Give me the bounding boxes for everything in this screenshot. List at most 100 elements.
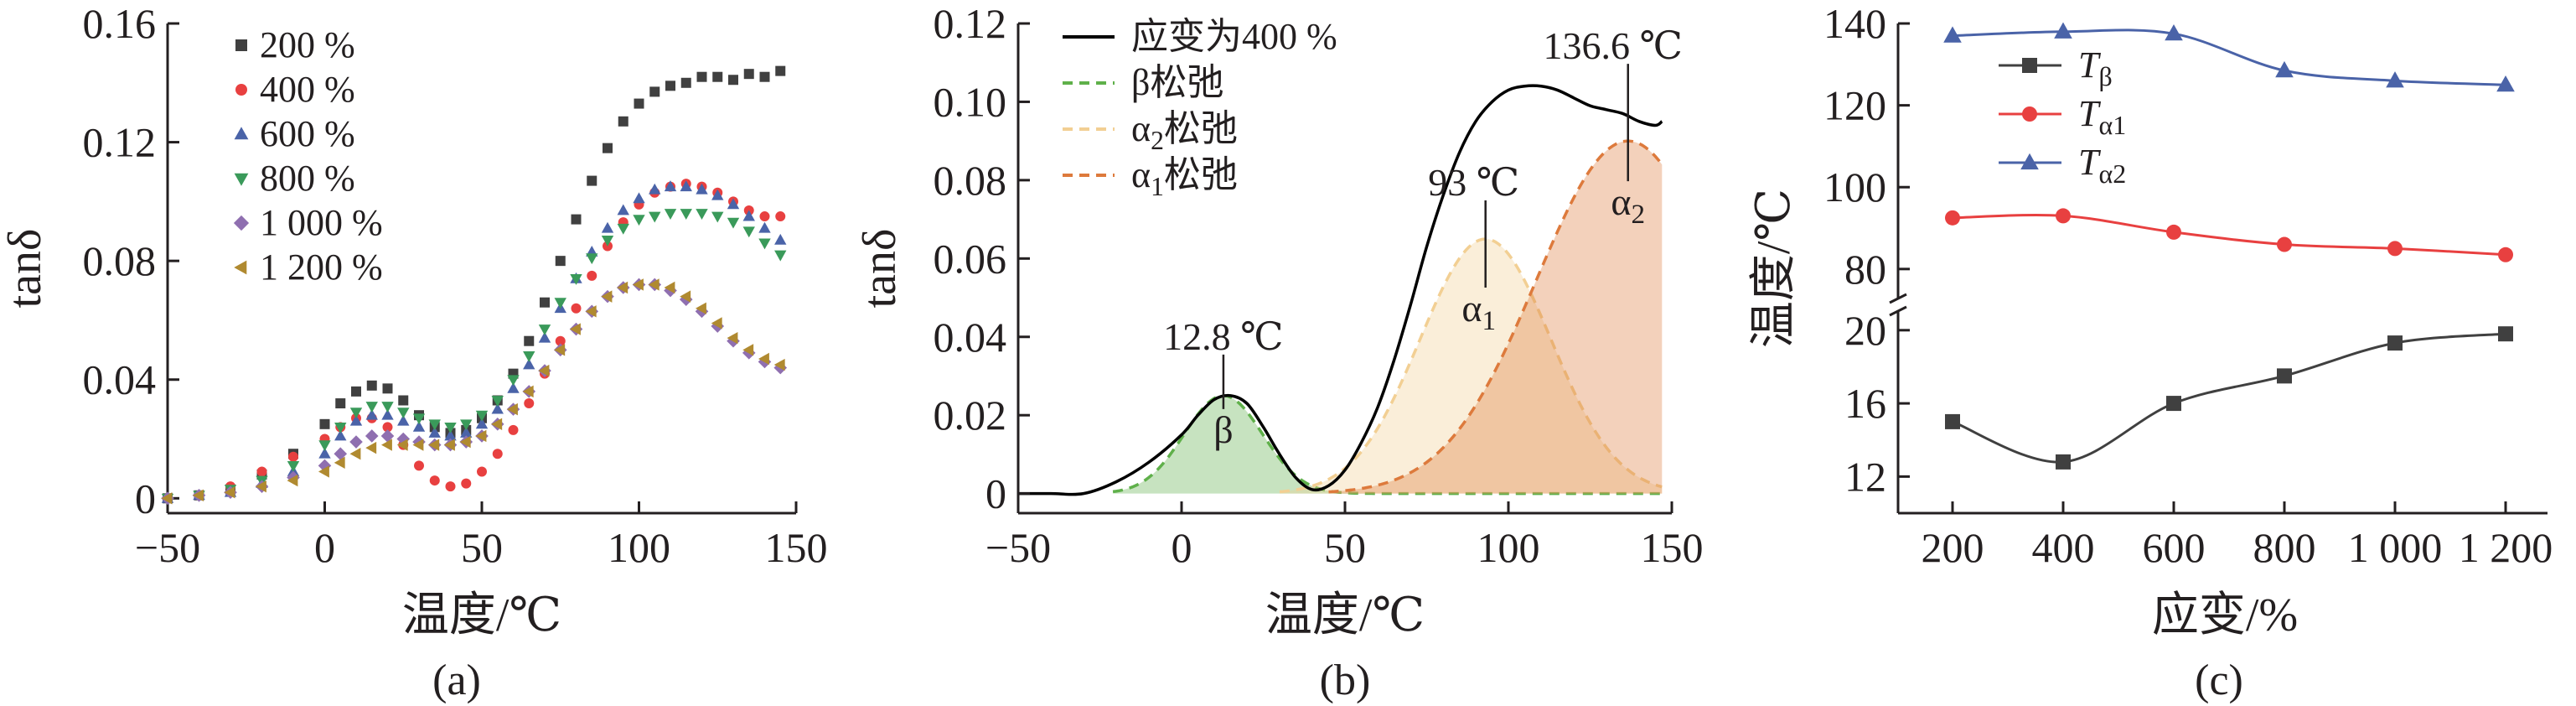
panel-a-point: [601, 221, 614, 233]
panel-b-legend-label: β松弛: [1131, 62, 1223, 103]
panel-a-point: [412, 413, 426, 425]
panel-c-point: [2496, 75, 2515, 92]
panel-a-point: [428, 419, 441, 431]
panel-a-point: [742, 226, 755, 238]
panel-b-peak-temp-label: 93 ℃: [1428, 161, 1519, 204]
panel-a-point: [349, 435, 363, 449]
panel-b-y-tick-label: 0.04: [934, 314, 1007, 361]
panel-c-point: [2386, 71, 2404, 88]
panel-c-x-label: 应变/%: [2152, 589, 2298, 641]
panel-a-legend-marker: [234, 127, 249, 140]
panel-a-point: [381, 439, 392, 451]
panel-a-point: [477, 466, 487, 477]
panel-c-point: [2498, 326, 2513, 342]
panel-a-y-tick-label: 0.12: [83, 119, 157, 166]
panel-a-point: [601, 290, 613, 303]
panel-a-point: [727, 198, 740, 210]
panel-c-y-tick-label: 20: [1844, 307, 1886, 354]
panel-c-x-tick-label: 400: [2032, 524, 2095, 571]
panel-a-point: [727, 217, 740, 229]
panel-a-point: [349, 408, 363, 419]
panel-a-point: [365, 441, 377, 454]
panel-a-point: [585, 305, 597, 318]
panel-c-point: [2056, 208, 2071, 224]
panel-a-x-label: 温度/℃: [402, 589, 561, 641]
panel-c-point: [2275, 60, 2294, 78]
panel-b-legend-label: α2松弛: [1131, 108, 1238, 155]
panel-a-y-label: tanδ: [0, 229, 51, 309]
panel-a-point: [508, 424, 519, 435]
panel-a-legend-label: 600 %: [260, 113, 355, 154]
panel-c-y-label: 温度/℃: [1748, 189, 1800, 348]
panel-a-point: [224, 486, 235, 499]
panel-c-x-tick-label: 200: [1922, 524, 1984, 571]
panel-a-legend-label: 800 %: [260, 158, 355, 199]
panel-a-point: [475, 410, 489, 422]
panel-c-legend-marker: [2022, 106, 2037, 122]
panel-c-x-tick-label: 800: [2253, 524, 2316, 571]
panel-c-point: [2056, 454, 2071, 470]
panel-b-peak-fill: [1328, 141, 1663, 494]
panel-a-point: [758, 221, 771, 233]
panel-c-point: [1943, 26, 1962, 43]
panel-a-x-tick-label: 0: [314, 524, 335, 571]
panel-a-point: [414, 460, 424, 471]
panel-a-y-tick-label: 0.08: [83, 237, 157, 284]
panel-c-x-tick-label: 600: [2143, 524, 2206, 571]
panel-c-point: [2387, 335, 2403, 351]
panel-a-point: [396, 432, 411, 446]
panel-a-point: [412, 439, 424, 451]
panel-a-point: [349, 448, 361, 460]
panel-a-point: [759, 211, 770, 222]
panel-a-x-tick-label: −50: [135, 524, 200, 571]
panel-a-point: [617, 204, 629, 215]
panel-a-point: [774, 250, 787, 262]
panel-c-x-tick-label: 1 200: [2459, 524, 2553, 571]
panel-a-point: [475, 429, 487, 443]
panel-a-point: [774, 233, 787, 245]
panel-a-point: [522, 385, 534, 398]
panel-a-point: [742, 210, 755, 221]
panel-a-point: [193, 489, 204, 501]
panel-a-point: [318, 440, 331, 452]
panel-a-point: [696, 71, 707, 82]
panel-b-x-tick-label: 150: [1641, 524, 1704, 571]
panel-a-point: [727, 331, 738, 345]
panel-a-point: [633, 192, 645, 204]
panel-b-y-label: tanδ: [854, 229, 906, 309]
panel-a-y-tick-label: 0.04: [83, 356, 157, 403]
panel-b-peak-temp-label: 12.8 ℃: [1163, 315, 1283, 358]
panel-a-legend-marker: [233, 215, 250, 231]
panel-c-point: [2166, 396, 2181, 412]
panel-a-point: [444, 429, 457, 441]
panel-a-point: [287, 460, 300, 472]
panel-a-point: [603, 143, 613, 153]
panel-c-label: (c): [2195, 657, 2243, 704]
panel-a-point: [334, 447, 348, 461]
panel-a-point: [319, 418, 330, 429]
panel-a-point: [460, 419, 473, 431]
panel-c-break-mark: [1889, 293, 1907, 304]
panel-a-point: [743, 69, 754, 80]
panel-a-legend-marker: [235, 39, 247, 51]
panel-a-y-tick-label: 0: [135, 475, 156, 522]
panel-b-peak-curve: [1112, 394, 1663, 496]
panel-a-point: [711, 317, 722, 330]
panel-c-legend-marker: [2022, 58, 2037, 73]
panel-a-point: [335, 398, 346, 409]
panel-a-point: [587, 175, 597, 186]
panel-b-y-tick-label: 0.06: [934, 235, 1007, 282]
panel-a-point: [381, 402, 394, 413]
panel-a-legend-marker: [234, 260, 247, 275]
panel-a-point: [696, 209, 708, 221]
panel-a-point: [664, 209, 677, 221]
panel-a-point: [523, 351, 535, 362]
panel-a-point: [775, 211, 786, 222]
panel-b-curve: [1018, 84, 1663, 496]
panel-a-point: [381, 408, 394, 420]
panel-a-point: [680, 77, 691, 88]
panel-c-y-tick-label: 120: [1823, 82, 1886, 129]
panel-a-point: [365, 429, 379, 443]
panel-a-point: [334, 422, 347, 433]
panel-b-x-label: 温度/℃: [1265, 589, 1425, 641]
